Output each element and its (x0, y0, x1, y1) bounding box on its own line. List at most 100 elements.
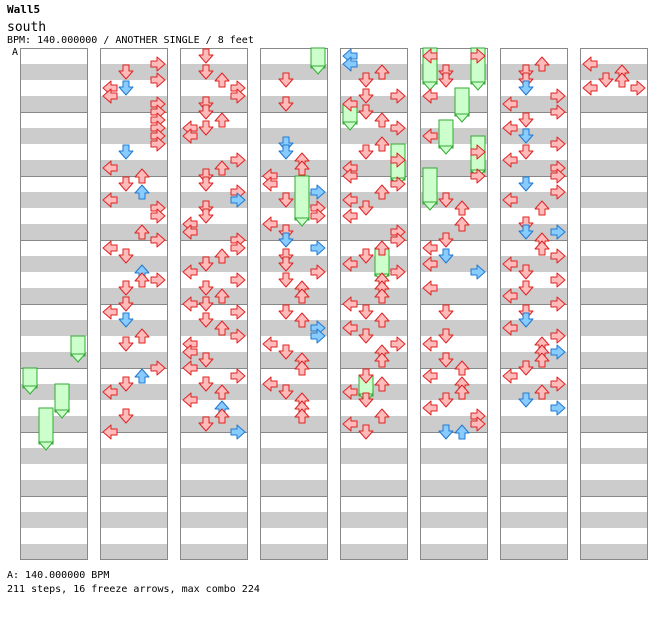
down-arrow-icon (118, 176, 134, 192)
freeze-arrow-tail (469, 81, 487, 91)
beat-stripe (500, 64, 568, 80)
freeze-arrow-tail (293, 217, 311, 227)
up-arrow-icon (374, 376, 390, 392)
up-arrow-icon (214, 384, 230, 400)
beat-stripe (500, 384, 568, 400)
left-arrow-icon (102, 88, 118, 104)
beat-stripe (580, 448, 648, 464)
beat-stripe (340, 256, 408, 272)
right-arrow-icon (470, 416, 486, 432)
beat-stripe (500, 512, 568, 528)
beat-stripe (260, 352, 328, 368)
beat-stripe (340, 128, 408, 144)
beat-stripe (580, 128, 648, 144)
left-arrow-icon (182, 344, 198, 360)
left-arrow-icon (182, 216, 198, 232)
beat-stripe (180, 384, 248, 400)
beat-stripe (100, 384, 168, 400)
up-arrow-icon (214, 160, 230, 176)
right-arrow-icon (310, 184, 326, 200)
freeze-arrow (422, 167, 438, 205)
beat-stripe (180, 64, 248, 80)
beat-stripe (420, 320, 488, 336)
freeze-arrow-tail (37, 441, 55, 451)
beat-stripe (500, 320, 568, 336)
beat-stripe (340, 64, 408, 80)
beat-stripe (340, 448, 408, 464)
down-arrow-icon (438, 304, 454, 320)
beat-stripe (500, 192, 568, 208)
freeze-arrow-tail (341, 121, 359, 131)
beat-stripe (420, 384, 488, 400)
column-border (420, 48, 488, 560)
left-arrow-icon (102, 192, 118, 208)
down-arrow-icon (118, 312, 134, 328)
left-arrow-icon (502, 256, 518, 272)
beat-stripe (420, 512, 488, 528)
down-arrow-icon (438, 232, 454, 248)
up-arrow-icon (454, 360, 470, 376)
right-arrow-icon (470, 48, 486, 64)
beat-stripe (100, 224, 168, 240)
up-arrow-icon (534, 56, 550, 72)
left-arrow-icon (182, 128, 198, 144)
down-arrow-icon (358, 104, 374, 120)
beat-stripe (20, 192, 88, 208)
bpm-marker-label: A (12, 47, 19, 58)
right-arrow-icon (390, 232, 406, 248)
down-arrow-icon (278, 384, 294, 400)
beat-stripe (580, 160, 648, 176)
left-arrow-icon (502, 320, 518, 336)
down-arrow-icon (198, 104, 214, 120)
beat-stripe (100, 544, 168, 560)
down-arrow-icon (198, 48, 214, 64)
bpm-legend: A: 140.000000 BPM (7, 570, 110, 581)
left-arrow-icon (422, 88, 438, 104)
beat-stripe (500, 544, 568, 560)
right-arrow-icon (470, 144, 486, 160)
left-arrow-icon (342, 416, 358, 432)
beat-stripe (500, 352, 568, 368)
beat-stripe (500, 448, 568, 464)
up-arrow-icon (374, 240, 390, 256)
beat-stripe (580, 288, 648, 304)
left-arrow-icon (102, 160, 118, 176)
right-arrow-icon (550, 184, 566, 200)
beat-stripe (180, 256, 248, 272)
beat-stripe (340, 352, 408, 368)
beat-stripe (260, 96, 328, 112)
beat-stripe (100, 288, 168, 304)
down-arrow-icon (358, 392, 374, 408)
beat-stripe (420, 352, 488, 368)
right-arrow-icon (310, 208, 326, 224)
chart-info: BPM: 140.000000 / ANOTHER SINGLE / 8 fee… (7, 35, 254, 46)
up-arrow-icon (374, 352, 390, 368)
beat-stripe (580, 512, 648, 528)
beat-stripe (580, 384, 648, 400)
beat-stripe (340, 320, 408, 336)
right-arrow-icon (150, 208, 166, 224)
down-arrow-icon (278, 344, 294, 360)
left-arrow-icon (182, 120, 198, 136)
left-arrow-icon (342, 208, 358, 224)
beat-stripe (180, 416, 248, 432)
column-border (260, 48, 328, 560)
beat-stripe (580, 64, 648, 80)
up-arrow-icon (614, 72, 630, 88)
left-arrow-icon (102, 240, 118, 256)
left-arrow-icon (182, 296, 198, 312)
up-arrow-icon (134, 184, 150, 200)
freeze-arrow (38, 407, 54, 445)
right-arrow-icon (550, 328, 566, 344)
down-arrow-icon (118, 296, 134, 312)
column-border (20, 48, 88, 560)
beat-stripe (340, 512, 408, 528)
freeze-arrow-tail (437, 145, 455, 155)
beat-stripe (20, 64, 88, 80)
left-arrow-icon (502, 120, 518, 136)
up-arrow-icon (454, 384, 470, 400)
down-arrow-icon (438, 248, 454, 264)
beat-stripe (100, 352, 168, 368)
up-arrow-icon (294, 288, 310, 304)
